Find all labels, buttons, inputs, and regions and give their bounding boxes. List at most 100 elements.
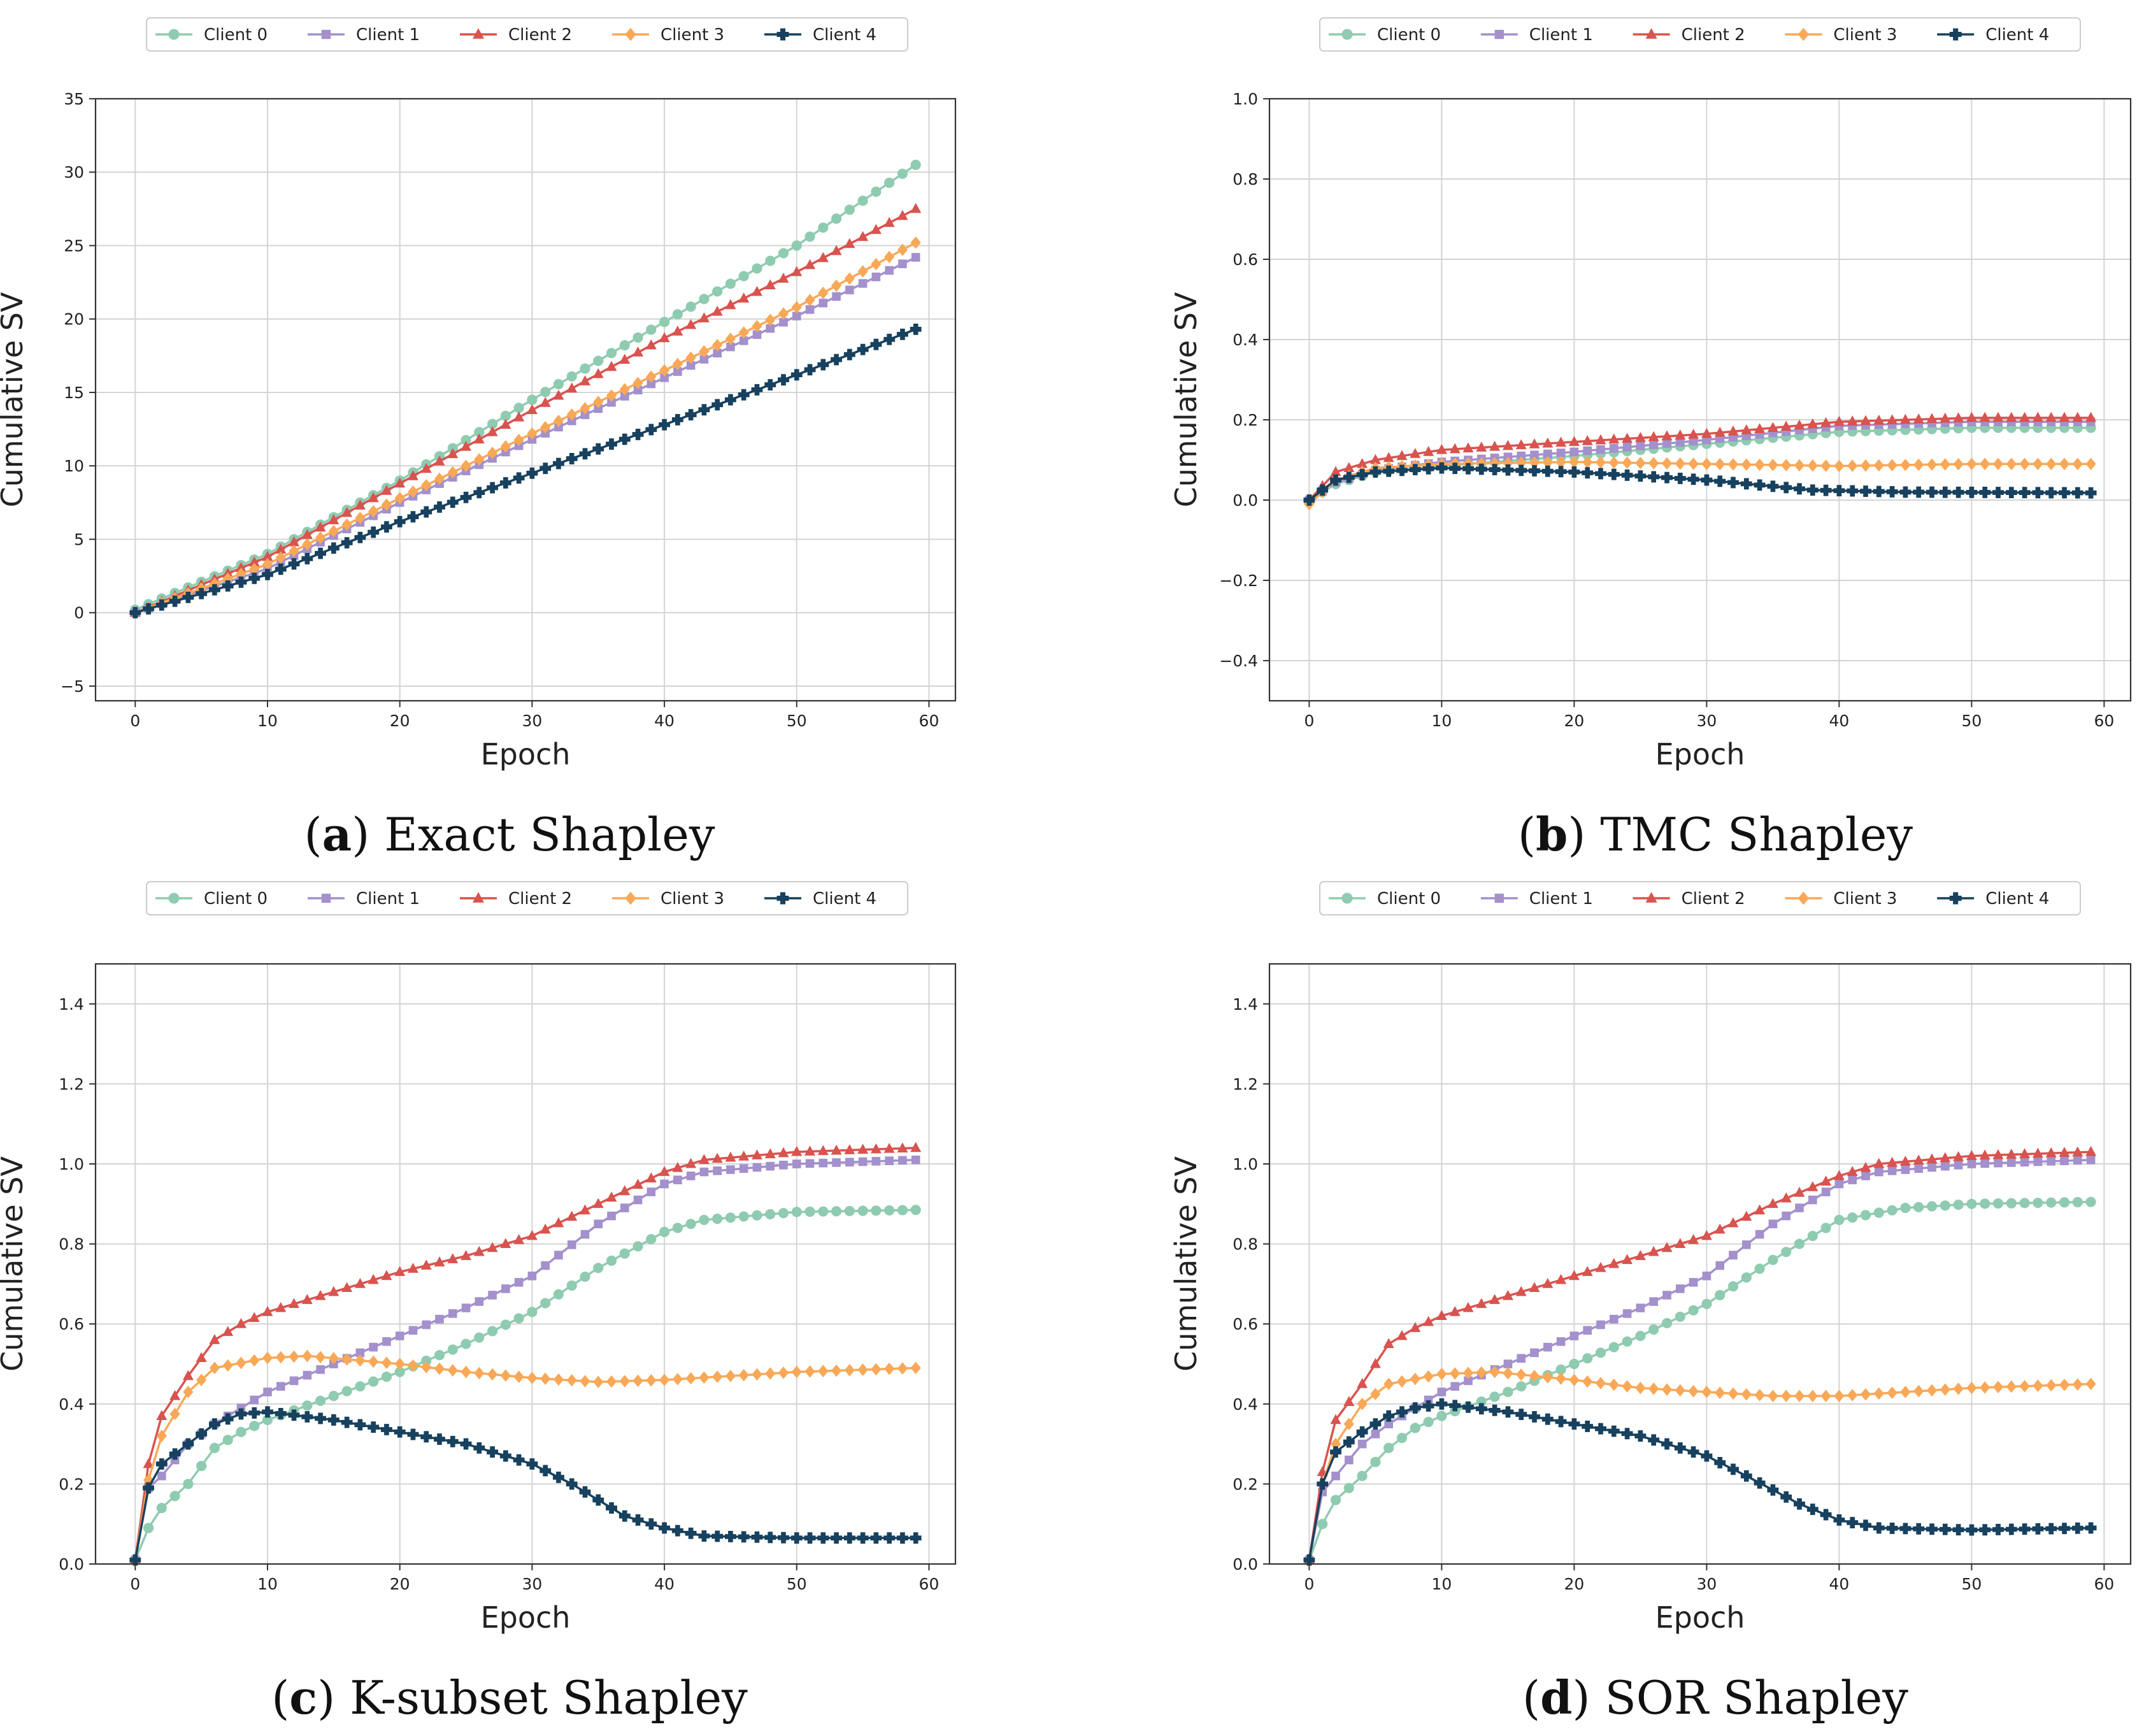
data-point bbox=[157, 1472, 166, 1481]
data-point bbox=[738, 326, 749, 339]
data-point bbox=[1899, 413, 1911, 424]
data-point bbox=[766, 324, 775, 333]
data-point bbox=[1954, 1160, 1963, 1170]
data-point bbox=[1741, 424, 1752, 434]
data-point bbox=[1676, 438, 1685, 447]
data-point bbox=[1568, 1270, 1580, 1280]
x-tick-label: 20 bbox=[390, 1575, 410, 1593]
data-point bbox=[1410, 1372, 1420, 1386]
data-point bbox=[685, 1158, 697, 1168]
data-point bbox=[1583, 1326, 1592, 1335]
data-point bbox=[884, 1362, 895, 1375]
data-point bbox=[1715, 457, 1726, 471]
data-point bbox=[779, 318, 788, 327]
legend-marker bbox=[473, 892, 484, 903]
data-point bbox=[791, 1145, 803, 1156]
data-point bbox=[2019, 1198, 2030, 1209]
data-point bbox=[1953, 1151, 1964, 1161]
data-point bbox=[499, 1450, 511, 1462]
data-point bbox=[898, 1156, 907, 1165]
legend-item: Client 0 bbox=[155, 25, 268, 45]
data-point bbox=[1887, 414, 1898, 425]
data-point bbox=[1530, 1348, 1539, 1358]
data-point bbox=[289, 1376, 299, 1386]
data-point bbox=[2019, 1148, 2031, 1159]
data-point bbox=[1410, 1423, 1420, 1433]
data-point bbox=[1754, 423, 1766, 433]
data-point bbox=[698, 1530, 710, 1542]
series-line bbox=[1308, 1200, 2091, 1561]
data-point bbox=[1423, 1370, 1434, 1383]
data-point bbox=[183, 1479, 194, 1489]
data-point bbox=[474, 1367, 485, 1380]
data-point bbox=[447, 466, 458, 479]
data-point bbox=[1992, 1523, 2004, 1535]
data-point bbox=[804, 1206, 815, 1217]
data-point bbox=[2059, 1523, 2070, 1535]
data-point bbox=[288, 1409, 300, 1421]
data-point bbox=[1462, 442, 1474, 453]
data-point bbox=[540, 1372, 551, 1386]
data-point bbox=[1675, 1311, 1685, 1322]
data-point bbox=[910, 159, 921, 170]
data-point bbox=[2006, 412, 2017, 422]
data-point bbox=[619, 354, 631, 364]
data-point bbox=[368, 526, 380, 538]
data-point bbox=[143, 1523, 154, 1533]
data-point bbox=[526, 1458, 538, 1470]
data-point bbox=[262, 1351, 273, 1365]
data-point bbox=[896, 328, 908, 340]
series-client-2 bbox=[129, 1142, 922, 1565]
data-point bbox=[236, 1356, 247, 1370]
data-point bbox=[1582, 1421, 1594, 1432]
data-point bbox=[792, 1159, 801, 1168]
data-point bbox=[301, 552, 313, 564]
data-point bbox=[1542, 1278, 1554, 1288]
data-point bbox=[566, 382, 578, 393]
data-point bbox=[817, 359, 829, 371]
data-point bbox=[2059, 412, 2070, 422]
series-client-0 bbox=[1304, 1196, 2096, 1565]
data-point bbox=[434, 1433, 445, 1445]
data-point bbox=[302, 1400, 313, 1411]
data-point bbox=[1569, 447, 1579, 457]
y-tick-label: 0.0 bbox=[1233, 1555, 1258, 1574]
data-point bbox=[685, 1527, 697, 1539]
data-point bbox=[1674, 473, 1686, 484]
data-point bbox=[606, 361, 617, 371]
legend: Client 0 Client 1 Client 2 Client 3 Client 4 bbox=[1319, 881, 2081, 915]
data-point bbox=[685, 1219, 696, 1230]
legend-frame bbox=[146, 17, 908, 52]
data-point bbox=[447, 448, 459, 459]
data-point bbox=[1621, 1428, 1633, 1440]
data-point bbox=[857, 231, 869, 241]
data-point bbox=[897, 168, 908, 179]
data-point bbox=[208, 584, 220, 596]
data-point bbox=[1980, 1159, 1989, 1168]
data-point bbox=[724, 394, 736, 406]
data-point bbox=[461, 1365, 471, 1379]
chart-panel-d: 0 10 20 30 40 50 60 0.0 0.2 0.4 0.6 0.8 1.0 1.2 1.4 Epo… bbox=[1169, 881, 2132, 1725]
data-point bbox=[552, 1472, 564, 1483]
data-point bbox=[1383, 465, 1395, 477]
y-tick-label: 5 bbox=[74, 530, 84, 549]
data-point bbox=[831, 354, 843, 366]
data-point bbox=[1317, 1478, 1329, 1490]
data-point bbox=[500, 1238, 511, 1248]
data-point bbox=[1529, 456, 1540, 469]
legend-marker bbox=[321, 29, 331, 39]
data-point bbox=[858, 1157, 868, 1166]
data-point bbox=[303, 1370, 312, 1380]
data-point bbox=[1727, 1387, 1739, 1400]
data-point bbox=[1927, 1163, 1936, 1172]
data-point bbox=[249, 563, 260, 576]
chart-panel-c: 0 10 20 30 40 50 60 0.0 0.2 0.4 0.6 0.8 1.0 1.2 1.4 Epo… bbox=[0, 881, 957, 1725]
data-point bbox=[1409, 464, 1421, 476]
data-point bbox=[1330, 1446, 1341, 1458]
data-point bbox=[725, 333, 736, 345]
data-point bbox=[1436, 1410, 1447, 1421]
data-point bbox=[633, 385, 643, 395]
panel-caption: (b) TMC Shapley bbox=[1518, 807, 1913, 861]
data-point bbox=[1476, 1366, 1487, 1379]
